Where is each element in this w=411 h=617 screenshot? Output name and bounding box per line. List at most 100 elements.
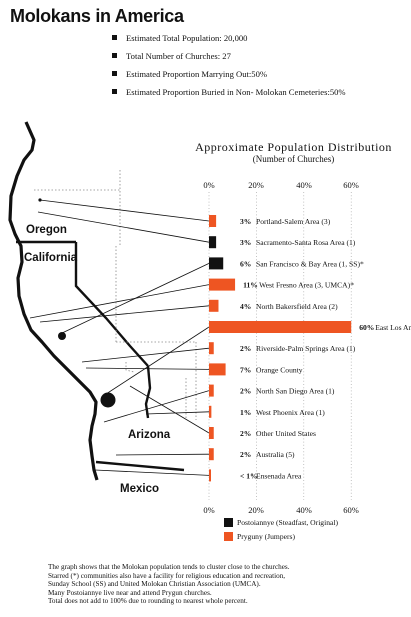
dotted-border <box>34 170 197 420</box>
legend-swatch-pryguny <box>224 532 233 541</box>
leader-line <box>115 453 210 456</box>
leader-line <box>39 199 210 222</box>
bar <box>209 299 219 312</box>
x-tick-bottom: 0% <box>203 505 215 515</box>
square-bullet-icon <box>112 53 117 58</box>
bar-category-label: Sacramento-Santa Rosa Area (1) <box>256 238 356 247</box>
stat-text: Estimated Proportion Buried in Non- Molo… <box>126 87 346 97</box>
x-tick-top: 20% <box>248 180 264 190</box>
legend-item-pryguny: Pryguny (Jumpers) <box>224 532 295 541</box>
bar-value-label: 7% <box>240 365 251 374</box>
x-tick-top: 60% <box>343 180 359 190</box>
bar <box>209 448 214 461</box>
bar-value-label: 3% <box>240 217 251 226</box>
bar-category-label: Riverside-Palm Springs Area (1) <box>256 344 356 353</box>
stat-item: Estimated Proportion Buried in Non- Molo… <box>112 87 346 105</box>
leader-line <box>94 469 210 476</box>
bar-category-label: San Francisco & Bay Area (1, SS)* <box>256 259 364 268</box>
bar <box>209 278 236 291</box>
leader-line <box>102 326 210 397</box>
border-us-mexico <box>95 460 185 472</box>
leader-line <box>81 347 210 363</box>
stat-item: Estimated Proportion Marrying Out:50% <box>112 69 346 87</box>
stat-text: Total Number of Churches: 27 <box>126 51 231 61</box>
west-coast-map <box>8 121 197 481</box>
footnote-line: Total does not add to 100% due to roundi… <box>48 597 248 606</box>
bar-value-label: 3% <box>240 238 251 247</box>
bar-value-label: 6% <box>240 259 251 268</box>
bar <box>209 236 217 249</box>
stat-item: Estimated Total Population: 20,000 <box>112 33 346 51</box>
bar <box>209 384 214 397</box>
bar-category-label: East Los Angeles County (9, UMCA)* <box>375 323 411 332</box>
bar <box>209 363 226 376</box>
leader-line <box>37 211 210 243</box>
x-tick-bottom: 60% <box>343 505 359 515</box>
map-label-arizona: Arizona <box>128 429 171 441</box>
stat-text: Estimated Total Population: 20,000 <box>126 33 248 43</box>
bar-category-label: Other United States <box>256 429 316 438</box>
legend-label: Pryguny (Jumpers) <box>237 532 296 541</box>
bar-category-label: Portland-Salem Area (3) <box>256 217 331 226</box>
leader-line <box>29 284 210 319</box>
bar-value-label: 2% <box>240 344 251 353</box>
legend-swatch-postoiannye <box>224 518 233 527</box>
bar-value-label: 60% <box>359 323 374 332</box>
footnote-line: Many Postoiannye live near and attend Pr… <box>48 588 212 597</box>
chart-bars <box>209 215 352 482</box>
bar-category-label: West Phoenix Area (1) <box>256 408 325 417</box>
community-dot-los-angeles <box>100 392 116 408</box>
chart-title: Approximate Population Distribution <box>195 140 392 154</box>
leader-line <box>39 305 210 323</box>
bar-category-label: West Fresno Area (3, UMCA)* <box>259 281 354 290</box>
x-tick-bottom: 40% <box>296 505 312 515</box>
legend-item-postoiannye: Postoiannye (Steadfast, Original) <box>224 518 338 527</box>
legend-label: Postoiannye (Steadfast, Original) <box>237 518 339 527</box>
map-label-mexico: Mexico <box>120 483 159 495</box>
chart-labels: 3% Portland-Salem Area (3) 3% Sacramento-Sa… <box>240 217 411 480</box>
x-tick-bottom: 20% <box>248 505 264 515</box>
x-tick-top: 0% <box>203 180 215 190</box>
bar <box>209 342 214 355</box>
stats-list: Estimated Total Population: 20,000 Total… <box>112 33 346 105</box>
square-bullet-icon <box>112 71 117 76</box>
leader-line <box>103 390 210 423</box>
footnote-line: Sunday School (SS) and United Molokan Ch… <box>48 580 261 589</box>
bar <box>209 257 224 270</box>
leader-line <box>85 367 210 370</box>
bar <box>209 469 211 482</box>
square-bullet-icon <box>112 35 117 40</box>
footnotes: The graph shows that the Molokan populat… <box>48 563 403 606</box>
bar-value-label: 11% <box>243 281 258 290</box>
bar-value-label: 4% <box>240 302 251 311</box>
state-border-ca-nv <box>74 242 149 367</box>
bar-value-label: < 1% <box>240 471 258 480</box>
footnote-line: Starred (*) communities also have a faci… <box>48 571 286 580</box>
chart-subtitle: (Number of Churches) <box>252 154 335 164</box>
map-label-oregon: Oregon <box>26 224 67 236</box>
square-bullet-icon <box>112 89 117 94</box>
bar-category-label: Ensenada Area <box>256 471 302 480</box>
bar-category-label: Australia (5) <box>256 450 295 459</box>
leader-line <box>145 411 210 415</box>
coastline <box>8 121 99 481</box>
x-tick-top: 40% <box>296 180 312 190</box>
map-label-california: California <box>24 252 78 264</box>
bar <box>209 427 214 439</box>
bar-category-label: North San Diego Area (1) <box>256 387 335 396</box>
leader-lines <box>29 199 210 476</box>
bar-value-label: 1% <box>240 408 251 417</box>
stat-item: Total Number of Churches: 27 <box>112 51 346 69</box>
bar-value-label: 2% <box>240 450 251 459</box>
state-border-ca-az <box>144 365 152 419</box>
bar-category-label: North Bakersfield Area (2) <box>256 302 338 311</box>
bar-category-label: Orange County <box>256 365 303 374</box>
footnote-line: The graph shows that the Molokan populat… <box>48 563 290 571</box>
bar <box>209 215 217 227</box>
stat-text: Estimated Proportion Marrying Out:50% <box>126 69 268 79</box>
leader-line <box>129 385 210 434</box>
page-title: Molokans in America <box>10 6 184 26</box>
bar <box>209 405 212 418</box>
bar <box>209 321 352 333</box>
